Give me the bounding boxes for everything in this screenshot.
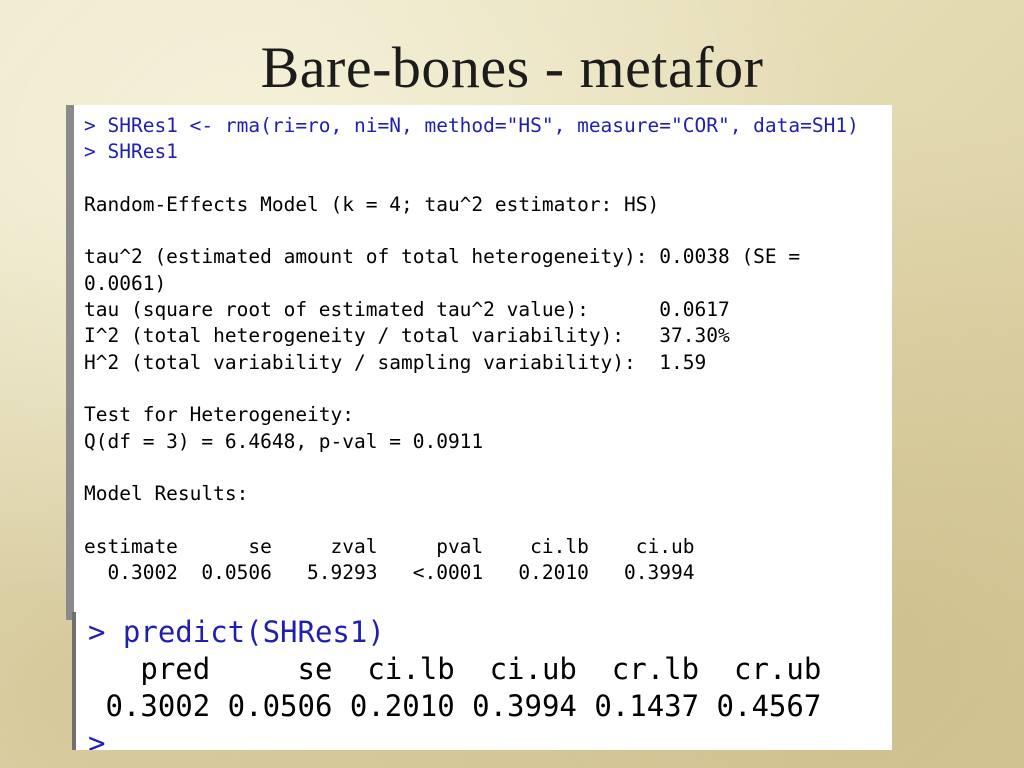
console-command-rma: > SHRes1 <- rma(ri=ro, ni=N, method="HS"… [84,114,859,137]
i2-line: I^2 (total heterogeneity / total variabi… [84,324,730,348]
console-text: > SHRes1 <- rma(ri=ro, ni=N, method="HS"… [74,105,892,586]
r-console-output: > SHRes1 <- rma(ri=ro, ni=N, method="HS"… [66,105,892,620]
model-header: Random-Effects Model (k = 4; tau^2 estim… [84,192,660,216]
tau2-se-line: 0.0061) [84,271,167,295]
predict-values: 0.3002 0.0506 0.2010 0.3994 0.1437 0.456… [88,689,822,723]
results-columns: estimate se zval pval ci.lb ci.ub [84,534,695,558]
predict-text: > predict(SHRes1) pred se ci.lb ci.ub cr… [76,612,892,750]
tau-line: tau (square root of estimated tau^2 valu… [84,298,730,322]
slide-title: Bare-bones - metafor [260,35,764,100]
model-results-header: Model Results: [84,482,249,506]
r-console-predict: > predict(SHRes1) pred se ci.lb ci.ub cr… [72,612,892,750]
heterogeneity-header: Test for Heterogeneity: [84,403,355,427]
results-values: 0.3002 0.0506 5.9293 <.0001 0.2010 0.399… [84,561,695,585]
h2-line: H^2 (total variability / sampling variab… [84,350,707,374]
console-command-print: > SHRes1 [84,140,178,164]
tau2-line: tau^2 (estimated amount of total heterog… [84,245,801,269]
console-prompt[interactable]: > [88,726,106,750]
predict-command: > predict(SHRes1) [88,615,385,649]
predict-columns: pred se ci.lb ci.ub cr.lb cr.ub [88,652,822,686]
q-test-line: Q(df = 3) = 6.4648, p-val = 0.0911 [84,429,484,453]
